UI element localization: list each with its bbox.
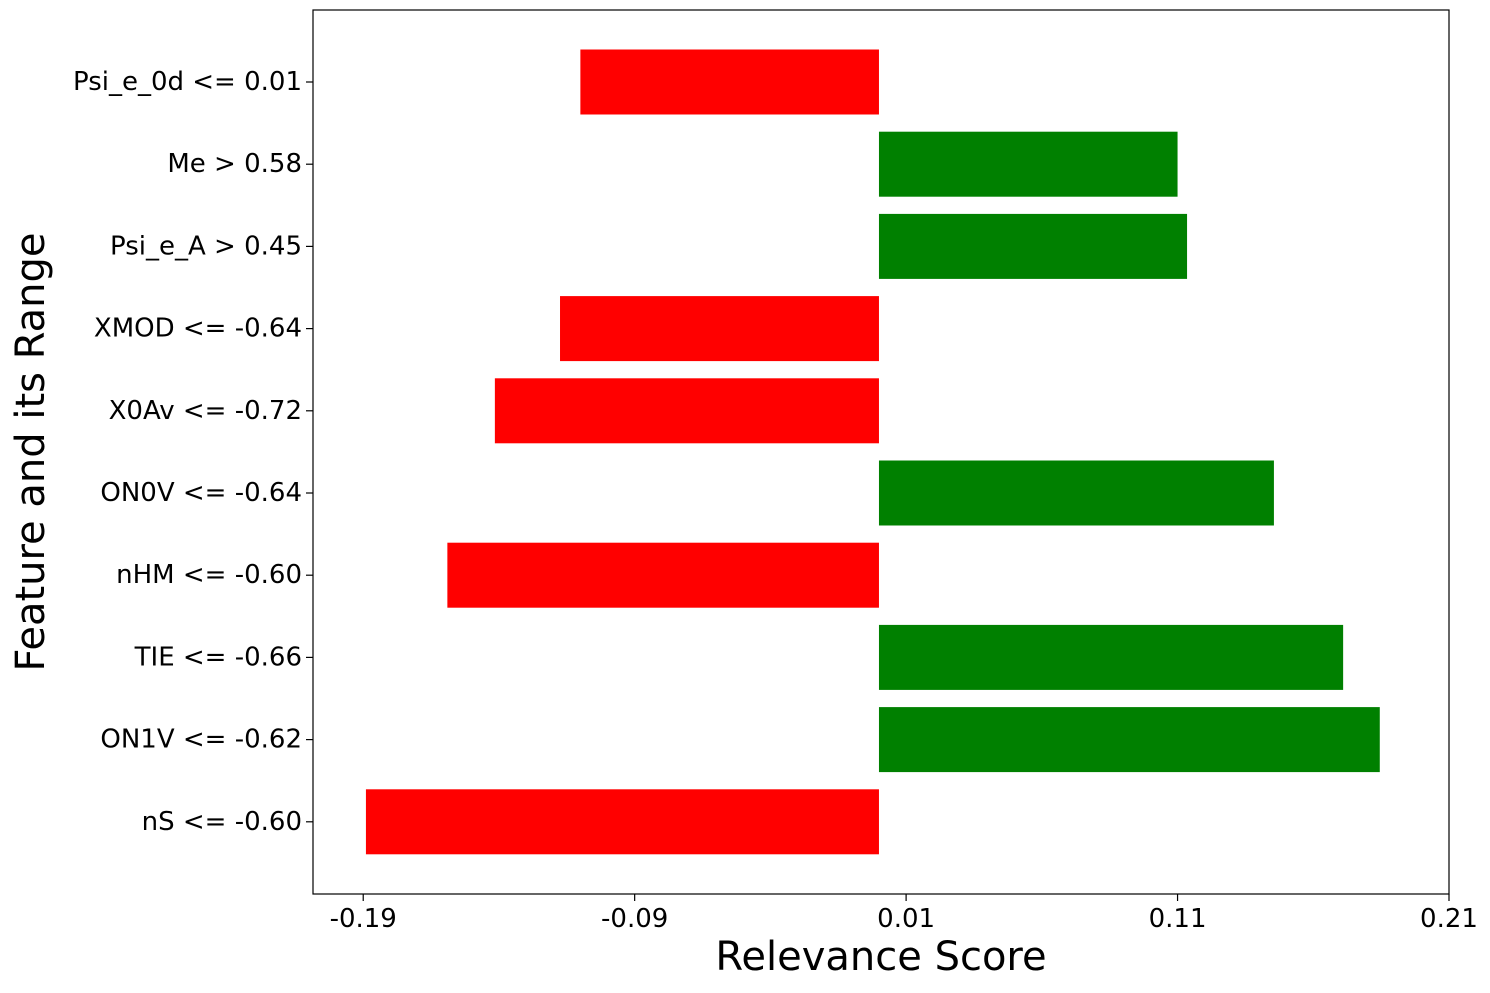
- bar-0: [580, 49, 879, 115]
- bar-9: [365, 789, 879, 855]
- x-tick-label: 0.01: [877, 904, 935, 934]
- y-tick-label: ON0V <= -0.64: [100, 478, 302, 508]
- y-tick-label: X0Av <= -0.72: [109, 396, 302, 426]
- bar-1: [878, 131, 1178, 197]
- y-tick-label: Psi_e_A > 0.45: [110, 231, 302, 261]
- bar-8: [878, 707, 1380, 773]
- y-tick-label: Psi_e_0d <= 0.01: [73, 67, 302, 97]
- bar-6: [447, 542, 879, 608]
- y-tick-label: Me > 0.58: [167, 149, 302, 179]
- x-axis-title: Relevance Score: [715, 934, 1046, 980]
- x-tick-label: -0.09: [601, 904, 668, 934]
- x-axis-ticks: -0.19 -0.09 0.01 0.11 0.21: [330, 894, 1478, 934]
- bars-layer: [365, 49, 1380, 855]
- y-tick-label: ON1V <= -0.62: [100, 725, 302, 755]
- x-tick-label: -0.19: [330, 904, 397, 934]
- bar-7: [878, 624, 1344, 690]
- bar-3: [560, 296, 879, 362]
- x-tick-label: 0.21: [1420, 904, 1478, 934]
- y-tick-label: nHM <= -0.60: [116, 560, 302, 590]
- bar-4: [494, 378, 879, 444]
- y-tick-label: nS <= -0.60: [142, 807, 302, 837]
- y-tick-label: XMOD <= -0.64: [94, 314, 302, 344]
- y-tick-label: TIE <= -0.66: [134, 642, 302, 672]
- x-tick-label: 0.11: [1149, 904, 1207, 934]
- y-axis-ticks: Psi_e_0d <= 0.01 Me > 0.58 Psi_e_A > 0.45 X…: [73, 67, 313, 837]
- y-axis-title: Feature and its Range: [8, 233, 54, 672]
- bar-5: [878, 460, 1274, 526]
- bar-2: [878, 213, 1188, 279]
- plot-frame: [312, 9, 1450, 895]
